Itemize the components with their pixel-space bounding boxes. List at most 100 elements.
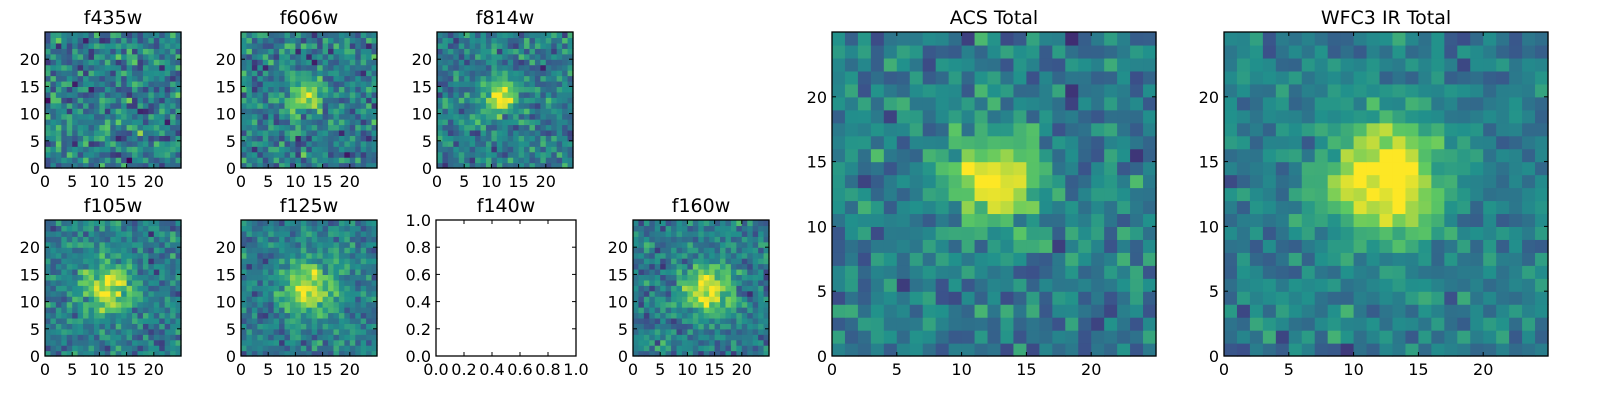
pixel-cell [121,75,128,82]
pixel-cell [1444,200,1458,215]
pixel-cell [279,290,286,297]
pixel-cell [88,102,95,109]
pixel-cell [883,57,898,72]
pixel-cell [246,113,253,120]
pixel-cell [121,70,128,77]
pixel-cell [295,339,302,346]
pixel-cell [268,339,275,346]
pixel-cell [50,97,57,104]
pixel-cell [1288,200,1303,215]
pixel-cell [45,301,52,308]
pixel-cell [633,220,640,227]
pixel-cell [159,230,166,237]
pixel-cell [317,37,324,44]
pixel-cell [676,301,683,308]
pixel-cell [338,241,345,248]
pixel-cell [262,263,269,270]
pixel-cell [643,247,650,254]
pixel-cell [1000,239,1015,253]
pixel-cell [251,162,258,169]
pixel-cell [77,37,84,44]
pixel-cell [246,119,253,126]
pixel-cell [251,140,258,147]
pixel-cell [110,75,117,82]
pixel-cell [83,301,90,308]
pixel-cell [948,148,963,163]
pixel-cell [279,91,286,98]
pixel-cell [148,42,155,49]
pixel-cell [974,226,989,240]
pixel-cell [736,236,743,243]
pixel-cell [246,290,253,297]
pixel-cell [317,296,324,303]
pixel-cell [45,119,52,126]
pixel-cell [93,252,100,259]
pixel-cell [752,258,759,265]
pixel-cell [300,86,307,93]
pixel-cell [115,151,122,158]
pixel-cell [104,59,111,66]
pixel-cell [1535,226,1549,240]
pixel-cell [360,263,367,270]
pixel-cell [262,75,269,82]
pixel-cell [153,252,160,259]
pixel-cell [121,268,128,275]
pixel-cell [164,268,171,275]
pixel-cell [643,236,650,243]
pixel-cell [758,252,765,259]
pixel-cell [88,32,95,39]
pixel-cell [1535,265,1549,279]
pixel-cell [289,268,296,275]
pixel-cell [896,174,911,189]
pixel-cell [1013,109,1027,124]
pixel-cell [698,236,705,243]
pixel-cell [241,345,248,352]
pixel-cell [458,64,465,71]
pixel-cell [115,241,122,248]
pixel-cell [349,129,356,136]
pixel-cell [654,230,661,237]
pixel-cell [317,345,324,352]
pixel-cell [453,53,460,60]
pixel-cell [1483,239,1497,253]
pixel-cell [1078,330,1092,344]
pixel-cell [1104,44,1118,59]
y-tick-label: 10 [412,105,432,124]
pixel-cell [1288,343,1303,357]
pixel-cell [485,119,492,126]
pixel-cell [328,140,335,147]
pixel-cell [88,146,95,153]
pixel-cell [300,135,307,142]
pixel-cell [115,279,122,286]
pixel-cell [534,135,541,142]
pixel-cell [687,241,694,248]
pixel-cell [524,140,531,147]
x-tick-label: 15 [312,172,332,191]
pixel-cell [832,32,846,46]
pixel-cell [284,75,291,82]
y-tick-label: 20 [20,238,40,257]
pixel-cell [714,312,721,319]
panel-title: ACS Total [950,7,1038,29]
pixel-cell [1236,174,1251,189]
pixel-cell [246,225,253,232]
pixel-cell [99,290,106,297]
pixel-cell [1496,265,1510,279]
pixel-cell [469,151,476,158]
pixel-cell [1052,291,1066,305]
pixel-cell [241,230,248,237]
pixel-cell [289,274,296,281]
y-tick-label: 10 [20,105,40,124]
pixel-cell [763,323,770,330]
pixel-cell [366,140,373,147]
pixel-cell [322,75,329,82]
pixel-cell [1039,187,1053,202]
pixel-cell [306,230,313,237]
pixel-cell [562,146,569,153]
pixel-cell [1535,200,1549,215]
pixel-cell [338,225,345,232]
pixel-cell [50,301,57,308]
pixel-cell [132,252,139,259]
pixel-cell [360,32,367,39]
pixel-cell [241,236,248,243]
